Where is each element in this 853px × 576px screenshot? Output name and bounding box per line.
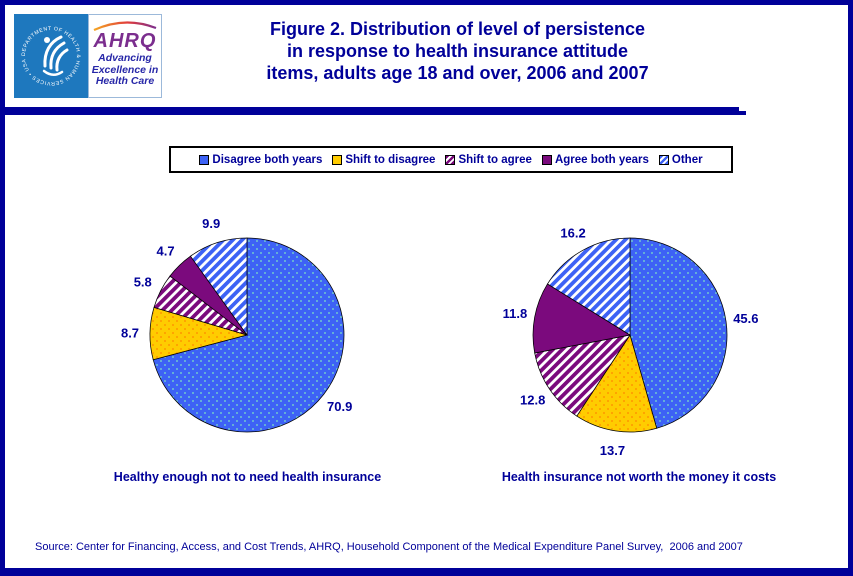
rainbow-arc-icon — [93, 21, 157, 32]
yellow-dotted-swatch-icon — [332, 154, 343, 165]
pie-slice-disagree-both-years — [629, 237, 728, 429]
hhs-logo: DEPARTMENT OF HEALTH & HUMAN SERVICES • … — [14, 14, 88, 98]
pie-caption-right: Health insurance not worth the money it … — [501, 470, 777, 484]
pie-slice-shift-to-disagree — [576, 334, 658, 433]
legend-item-shift-to-disagree: Shift to disagree — [332, 154, 435, 166]
ahrq-wordmark: AHRQ — [93, 30, 157, 52]
pie-slice-other — [189, 237, 248, 337]
slice-value-label: 45.6 — [733, 311, 758, 326]
hhs-eagle-icon: DEPARTMENT OF HEALTH & HUMAN SERVICES • … — [14, 14, 88, 98]
legend-label: Disagree both years — [212, 153, 323, 166]
legend-label: Shift to agree — [458, 153, 532, 166]
pie-slice-other — [546, 237, 631, 336]
legend-item-agree-both-years: Agree both years — [541, 153, 649, 166]
chart-legend: Disagree both years Shift to disagree Sh… — [169, 146, 733, 173]
legend-item-other: Other — [658, 153, 703, 166]
legend-item-disagree-both-years: Disagree both years — [199, 154, 322, 166]
pie-slice-disagree-both-years — [152, 237, 345, 433]
purple-hatch-swatch-icon — [445, 154, 456, 165]
legend-label: Other — [671, 153, 703, 166]
ahrq-tagline: Advancing Excellence in Health Care — [91, 52, 159, 87]
slice-value-label: 13.7 — [600, 443, 625, 458]
source-note: Source: Center for Financing, Access, an… — [35, 541, 743, 553]
blue-hatch-swatch-icon — [658, 154, 669, 165]
blue-dotted-swatch-icon — [199, 154, 210, 165]
pie-slice-shift-to-agree — [534, 334, 631, 417]
pie-slice-agree-both-years — [532, 283, 632, 354]
slice-value-label: 11.8 — [503, 306, 528, 321]
slice-value-label: 8.7 — [121, 326, 139, 341]
pie-chart-not-worth-money: 45.6 13.7 12.8 11.8 16.2 — [503, 225, 759, 458]
slice-value-label: 9.9 — [202, 216, 220, 231]
legend-label: Agree both years — [554, 153, 649, 166]
slice-value-label: 5.8 — [134, 274, 152, 289]
pie-caption-left: Healthy enough not to need health insura… — [113, 470, 382, 484]
slice-value-label: 16.2 — [560, 225, 585, 240]
slice-value-label: 4.7 — [157, 243, 175, 258]
agency-logo: DEPARTMENT OF HEALTH & HUMAN SERVICES • … — [14, 14, 162, 98]
figure-title: Figure 2. Distribution of level of persi… — [266, 19, 649, 83]
header-divider — [5, 107, 739, 115]
pie-chart-healthy-enough: 70.9 8.7 5.8 4.7 9.9 — [121, 216, 352, 433]
legend-label: Shift to disagree — [345, 153, 436, 166]
slice-value-label: 70.9 — [327, 399, 352, 414]
legend-item-shift-to-agree: Shift to agree — [445, 153, 532, 166]
ahrq-logo: AHRQ Advancing Excellence in Health Care — [88, 14, 162, 98]
purple-swatch-icon — [541, 154, 552, 165]
eagle-glyph — [42, 35, 69, 76]
slice-value-label: 12.8 — [520, 392, 545, 407]
header-divider-tail — [739, 111, 746, 115]
